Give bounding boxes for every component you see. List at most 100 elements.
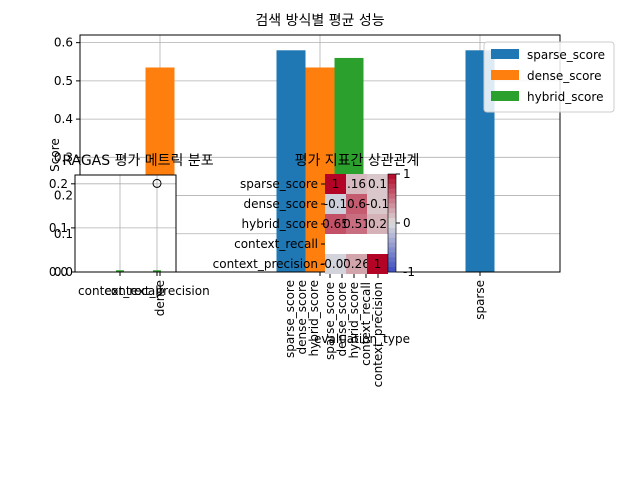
colorbar-segment [388,227,396,234]
colorbar-segment [388,223,396,229]
heatmap-cell-label: 0.26 [343,257,370,271]
heatmap-cell [346,254,367,274]
main-x-label: evaluation_type [314,332,410,346]
boxplot-outlier [152,178,162,188]
colorbar-segment [388,208,396,214]
heatmap-col-label: hybrid_score [347,282,361,358]
heatmap-cell [367,214,388,234]
colorbar-segment [388,188,396,195]
legend-swatch-hybrid_score [491,91,519,101]
legend-swatch-dense_score [491,70,519,80]
heatmap-row-label: hybrid_score [242,217,318,231]
boxplot-frame [74,174,177,273]
heatmap-cell-label: 0.1 [368,177,387,191]
main-x-series-label: sparse_score [283,280,297,358]
heatmap-cell [346,194,367,214]
heatmap-col-label: dense_score [335,282,349,356]
heatmap-cell-label: 1 [374,257,382,271]
colorbar-segment [388,232,396,239]
heatmap-cell [346,214,367,234]
main-y-tick-label: 0.1 [54,227,73,241]
heatmap-title: 평가 지표간 상관관계 [295,153,420,169]
legend-swatch-sparse_score [491,49,519,59]
heatmap-cell [325,234,346,254]
legend-label-dense_score: dense_score [527,69,601,83]
colorbar-segment [388,242,396,248]
main-y-tick-label: 0.3 [54,150,73,164]
heatmap-col-label: context_recall [359,282,373,366]
colorbar-segment [388,198,396,204]
colorbar-segment [388,262,396,268]
colorbar-segment [388,174,396,180]
heatmap-cell [325,214,346,234]
colorbar-segment [388,247,396,253]
colorbar-segment [388,213,396,219]
heatmap-row-label: sparse_score [240,177,318,191]
main-y-tick-label: 0.2 [54,189,73,203]
heatmap-col-label: context_precision [371,282,385,387]
colorbar-segment [388,267,396,273]
boxplot-y-ticks: 0.0 0.1 0.2 [49,177,75,279]
colorbar-tick-label: 1 [403,167,411,181]
heatmap-row-label: context_recall [234,237,318,251]
heatmap-cell-label: .16 [347,177,366,191]
colorbar-segment [388,183,396,190]
boxplot-y-tick-label: 0.2 [49,177,68,191]
heatmap-cell-label: -0.1 [324,197,347,211]
colorbar-segment [388,237,396,244]
heatmap-cell-label: 1 [332,177,340,191]
heatmap-cell [325,254,346,274]
boxplot-marks [116,178,162,272]
heatmap-column-labels: sparse_scoredense_scorehybrid_scoreconte… [323,274,385,387]
main-y-tick-label: 0.5 [54,74,73,88]
heatmap-col-label: sparse_score [323,282,337,360]
main-x-series-label: dense_score [295,280,309,354]
main-title: 검색 방식별 평균 성능 [255,13,384,29]
colorbar-segment [388,193,396,199]
heatmap-cell [325,174,346,194]
legend-label-hybrid_score: hybrid_score [527,90,603,104]
colorbar: 1 0 -1 [387,167,415,279]
boxplot-title: RAGAS 평가 메트릭 분포 [62,153,213,169]
heatmap-cell [346,234,367,254]
heatmap-cell [367,174,388,194]
boxplot-chart: 0.0 0.1 0.2 context_recallcontext_precisio… [49,153,214,298]
heatmap-cell-label: 0.6 [347,197,366,211]
main-y-tick-label: 0.4 [54,112,73,126]
heatmap-cell-label: -0.1 [366,197,389,211]
boxplot-y-tick-label: 0.1 [49,221,68,235]
colorbar-segment [388,178,396,185]
boxplot-y-tick-label: 0.0 [49,265,68,279]
heatmap-cell [367,254,388,274]
heatmap-cells: 1 .16 0.1 -0.1 0.6 -0.1 0.650.510.2 -0.070.26 1 [320,174,389,274]
main-x-tick-label: dense [153,280,167,316]
boxplot-background [75,175,176,272]
colorbar-segment [388,252,396,258]
main-y-ticks: 0.0 0.1 0.2 0.3 0.4 0.5 0.6 [54,36,80,279]
heatmap-row-label: context_precision [213,257,318,271]
main-y-tick-label: 0.6 [54,36,73,50]
heatmap-cell-label: -0.07 [320,257,351,271]
heatmap-chart: 1.16 0.1-0.1 0.6 -0.10.650.510.2-0.070.26 1 … [213,153,420,387]
heatmap-cell-label: 0.51 [343,217,370,231]
colorbar-segment [388,257,396,263]
heatmap-cell [367,234,388,254]
heatmap-cell [325,194,346,214]
heatmap-cell-label: 0.2 [368,217,387,231]
main-y-label: Score [48,138,62,172]
heatmap-cell [367,194,388,214]
heatmap-cell [346,174,367,194]
boxplot-x-tick-label: context_precision [104,284,209,298]
colorbar-segment [388,218,396,224]
main-x-tick-label: sparse [473,280,487,320]
legend: sparse_score dense_score hybrid_score [483,41,615,113]
colorbar-tick-label: 0 [403,216,411,230]
main-x-ticks: dense sparsesparse_scoredense_scorehybrid… [153,272,487,358]
colorbar-tick-label: -1 [403,265,415,279]
heatmap-cell-label: 0.65 [322,217,349,231]
main-y-tick-label: 0.0 [54,265,73,279]
heatmap-row-labels: sparse_score dense_score hybrid_scoreconte… [213,177,325,271]
bar-sparse_score [276,50,306,273]
